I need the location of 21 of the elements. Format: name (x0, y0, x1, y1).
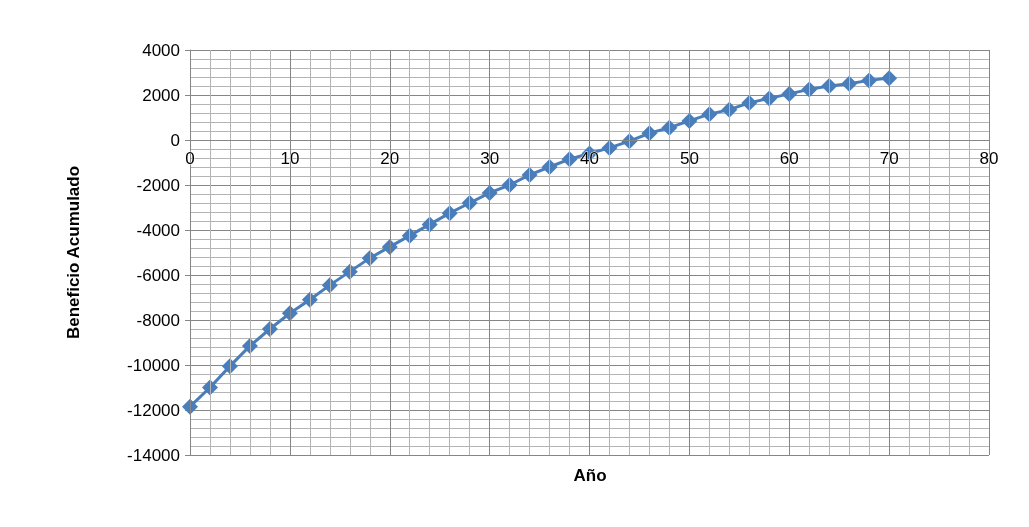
y-tick-label: -6000 (136, 265, 180, 285)
x-tick-label: 80 (979, 149, 999, 168)
y-tick-label: 0 (170, 130, 180, 150)
y-tick-label: -2000 (136, 175, 180, 195)
x-tick-label: 70 (879, 149, 899, 168)
x-axis-title: Año (573, 466, 607, 485)
y-tick-label: -10000 (127, 355, 180, 375)
point (182, 398, 198, 415)
y-tick-label: -12000 (127, 400, 180, 420)
x-tick-label: 50 (679, 149, 699, 168)
y-tick-label: -8000 (136, 310, 180, 330)
x-tick-label: 10 (280, 149, 300, 168)
y-tick-label: 2000 (142, 85, 180, 105)
x-tick-label: 30 (480, 149, 500, 168)
y-tick-label: 4000 (142, 40, 180, 60)
x-tick-label: 60 (779, 149, 799, 168)
x-tick-label: 0 (185, 149, 195, 168)
y-tick-label: -14000 (127, 445, 180, 465)
y-axis-title: Beneficio Acumulado (64, 165, 83, 340)
y-tick-label: -4000 (136, 220, 180, 240)
x-tick-label: 20 (380, 149, 400, 168)
